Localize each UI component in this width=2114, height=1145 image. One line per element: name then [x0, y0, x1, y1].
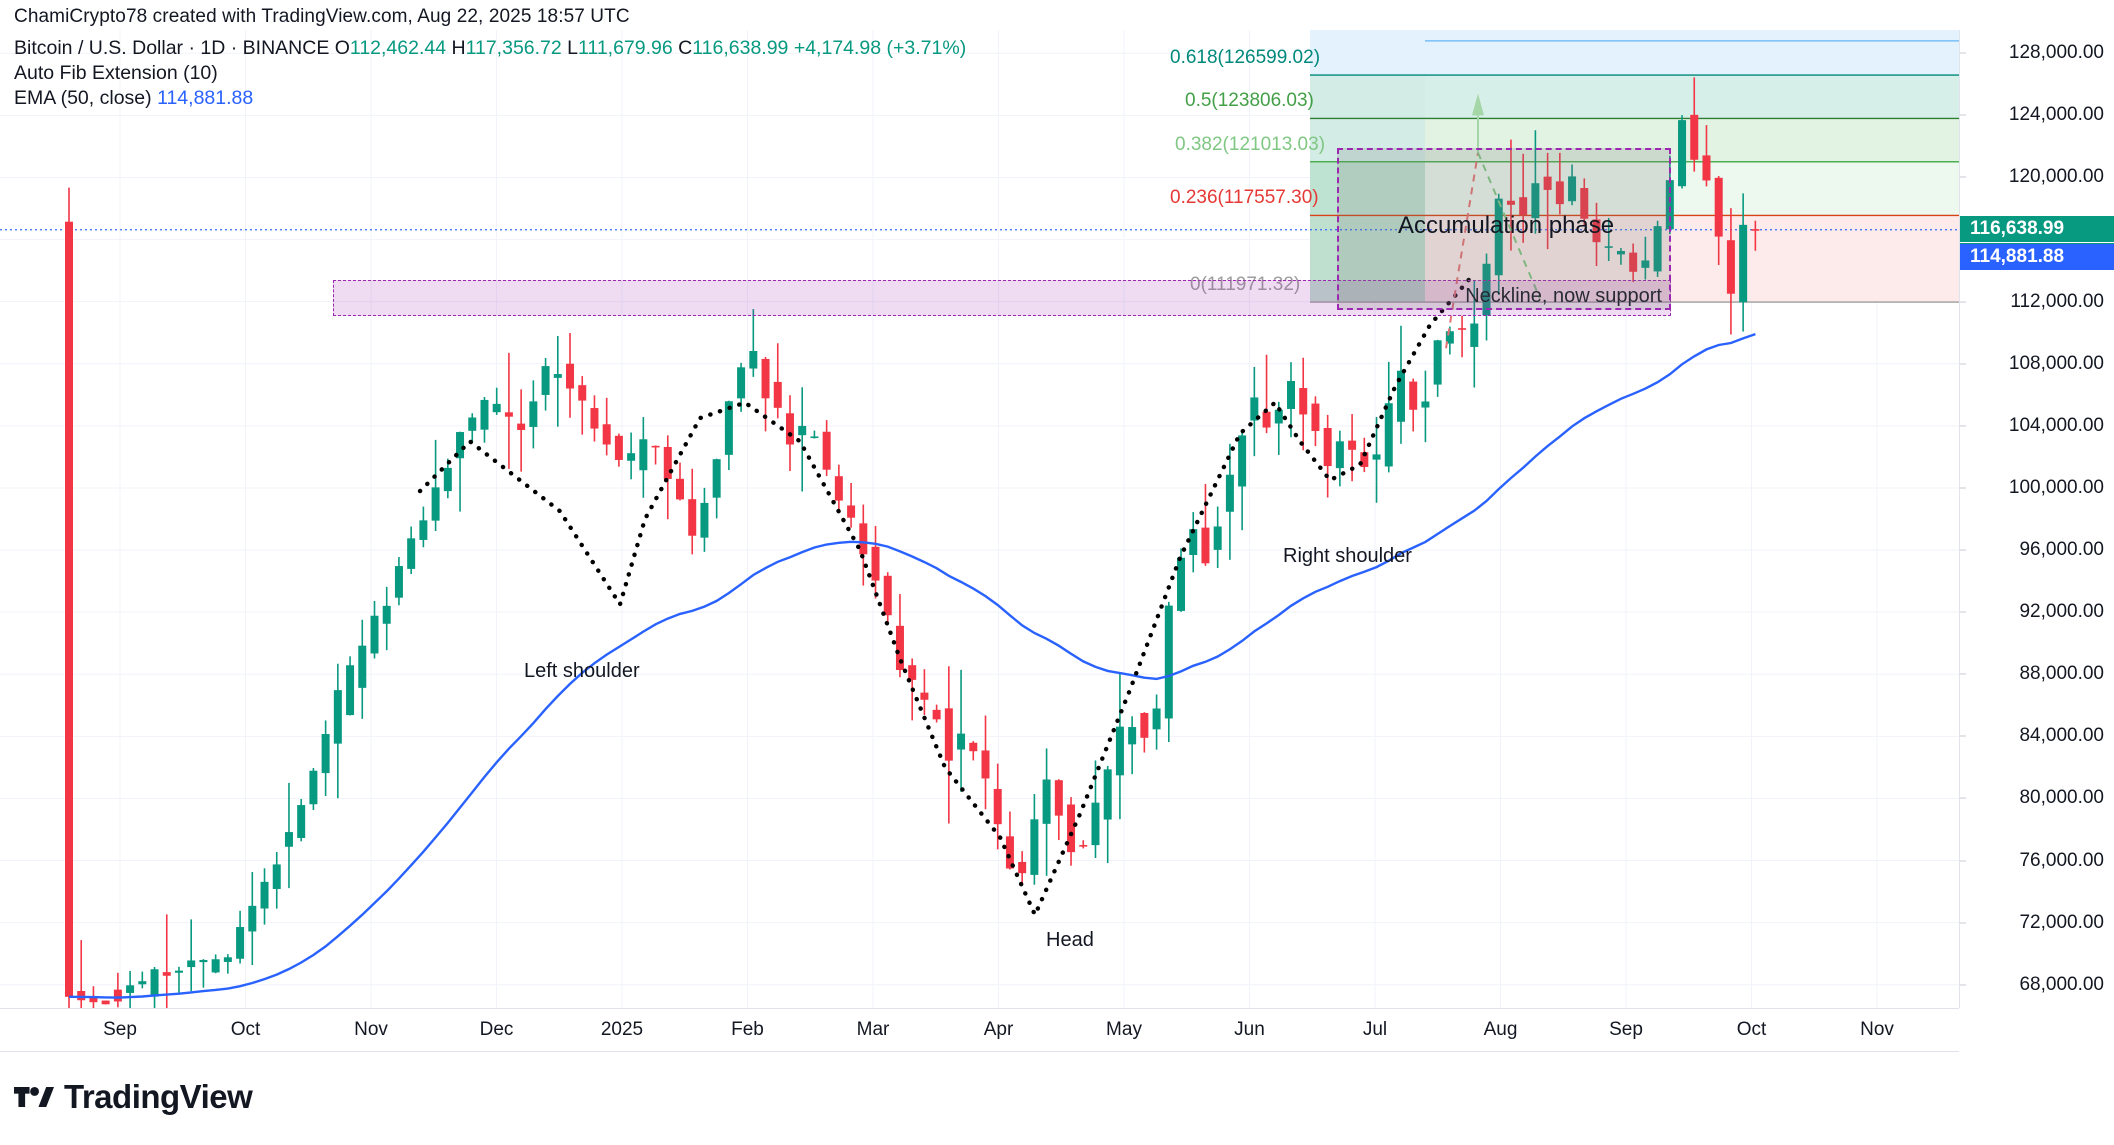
price-tick-68000: 68,000.00	[2019, 973, 2104, 995]
price-tick-100000: 100,000.00	[2008, 476, 2104, 498]
fib-level-label-0: 0(111971.32)	[1190, 274, 1301, 296]
legend-change: +4,174.98 (+3.71%)	[793, 37, 967, 59]
price-tick-80000: 80,000.00	[2019, 787, 2104, 809]
legend-ema-value: 114,881.88	[157, 87, 254, 109]
time-tick-sep: Sep	[103, 1019, 137, 1040]
price-tick-72000: 72,000.00	[2019, 911, 2104, 933]
time-tick-apr: Apr	[983, 1019, 1014, 1040]
legend-open-label: O	[334, 37, 350, 59]
left-shoulder-label: Left shoulder	[524, 660, 640, 683]
fib-level-label-0.618: 0.618(126599.02)	[1170, 47, 1321, 69]
price-tick-mark	[1960, 114, 1966, 116]
price-tick-mark	[1960, 611, 1966, 613]
price-tick-mark	[1960, 922, 1966, 924]
price-tick-mark	[1960, 797, 1966, 799]
credit-line: ChamiCrypto78 created with TradingView.c…	[14, 6, 630, 27]
price-tick-mark	[1960, 52, 1966, 54]
chart-legend: Bitcoin / U.S. Dollar · 1D · BINANCE O11…	[14, 36, 966, 111]
legend-close-value: 116,638.99	[692, 37, 789, 59]
price-tick-108000: 108,000.00	[2008, 352, 2104, 374]
price-tick-mark	[1960, 301, 1966, 303]
fib-level-label-0.5: 0.5(123806.03)	[1185, 90, 1314, 112]
price-tick-mark	[1960, 363, 1966, 365]
time-tick-sep: Sep	[1609, 1019, 1643, 1040]
price-tick-128000: 128,000.00	[2008, 42, 2104, 64]
legend-low-label: L	[567, 37, 579, 59]
time-tick-jun: Jun	[1234, 1019, 1265, 1040]
time-tick-aug: Aug	[1483, 1019, 1518, 1040]
time-tick-jul: Jul	[1362, 1019, 1388, 1040]
time-tick-2025: 2025	[600, 1019, 644, 1040]
fib-level-label-0.382: 0.382(121013.03)	[1175, 133, 1326, 155]
legend-low-value: 111,679.96	[578, 37, 673, 59]
accumulation-phase-label: Accumulation phase	[1398, 211, 1615, 239]
legend-open-value: 112,462.44	[349, 37, 447, 59]
price-tick-88000: 88,000.00	[2019, 663, 2104, 685]
price-tick-96000: 96,000.00	[2019, 539, 2104, 561]
price-tick-124000: 124,000.00	[2008, 104, 2104, 126]
price-tick-92000: 92,000.00	[2019, 601, 2104, 623]
time-tick-feb: Feb	[731, 1019, 764, 1040]
price-tick-120000: 120,000.00	[2008, 166, 2104, 188]
time-scale[interactable]: Sep Oct Nov Dec 2025 Feb Mar Apr May Jun Jul Aug Sep…	[0, 1008, 1959, 1052]
price-tick-mark	[1960, 549, 1966, 551]
legend-ema-row[interactable]: EMA (50, close) 114,881.88	[14, 86, 966, 111]
legend-fib-row[interactable]: Auto Fib Extension (10)	[14, 61, 966, 86]
price-tick-76000: 76,000.00	[2019, 849, 2104, 871]
price-tick-112000: 112,000.00	[2010, 290, 2104, 312]
time-tick-nov: Nov	[1860, 1019, 1894, 1040]
price-tick-mark	[1960, 425, 1966, 427]
time-tick-dec: Dec	[479, 1019, 514, 1040]
legend-ema-label: EMA (50, close)	[14, 87, 152, 109]
legend-symbol: Bitcoin / U.S. Dollar · 1D · BINANCE	[14, 37, 330, 59]
legend-high-value: 117,356.72	[465, 37, 562, 59]
legend-high-label: H	[451, 37, 466, 59]
time-tick-oct: Oct	[1736, 1019, 1767, 1040]
tradingview-wordmark: TradingView	[64, 1078, 253, 1115]
right-shoulder-label: Right shoulder	[1283, 545, 1412, 568]
time-tick-nov: Nov	[354, 1019, 388, 1040]
last-price-badge[interactable]: 116,638.99	[1960, 215, 2114, 242]
time-tick-oct: Oct	[230, 1019, 261, 1040]
ema-price-badge[interactable]: 114,881.88	[1960, 243, 2114, 270]
head-label: Head	[1046, 928, 1094, 951]
price-tick-84000: 84,000.00	[2019, 725, 2104, 747]
price-tick-mark	[1960, 673, 1966, 675]
price-tick-mark	[1960, 860, 1966, 862]
legend-close-label: C	[678, 37, 693, 59]
fib-level-label-0.236: 0.236(117557.30)	[1170, 187, 1319, 209]
legend-symbol-row[interactable]: Bitcoin / U.S. Dollar · 1D · BINANCE O11…	[14, 36, 966, 61]
time-tick-mar: Mar	[856, 1019, 890, 1040]
price-scale[interactable]: 128,000.00 124,000.00 120,000.00 112,000.00…	[1959, 30, 2114, 1008]
price-tick-104000: 104,000.00	[2008, 414, 2104, 436]
time-tick-may: May	[1106, 1019, 1142, 1040]
price-tick-mark	[1960, 984, 1966, 986]
price-tick-mark	[1960, 735, 1966, 737]
tradingview-mark-icon	[14, 1087, 54, 1107]
legend-fib-label: Auto Fib Extension (10)	[14, 62, 218, 84]
tradingview-logo[interactable]: TradingView	[14, 1078, 253, 1116]
price-tick-mark	[1960, 487, 1966, 489]
price-tick-mark	[1960, 176, 1966, 178]
